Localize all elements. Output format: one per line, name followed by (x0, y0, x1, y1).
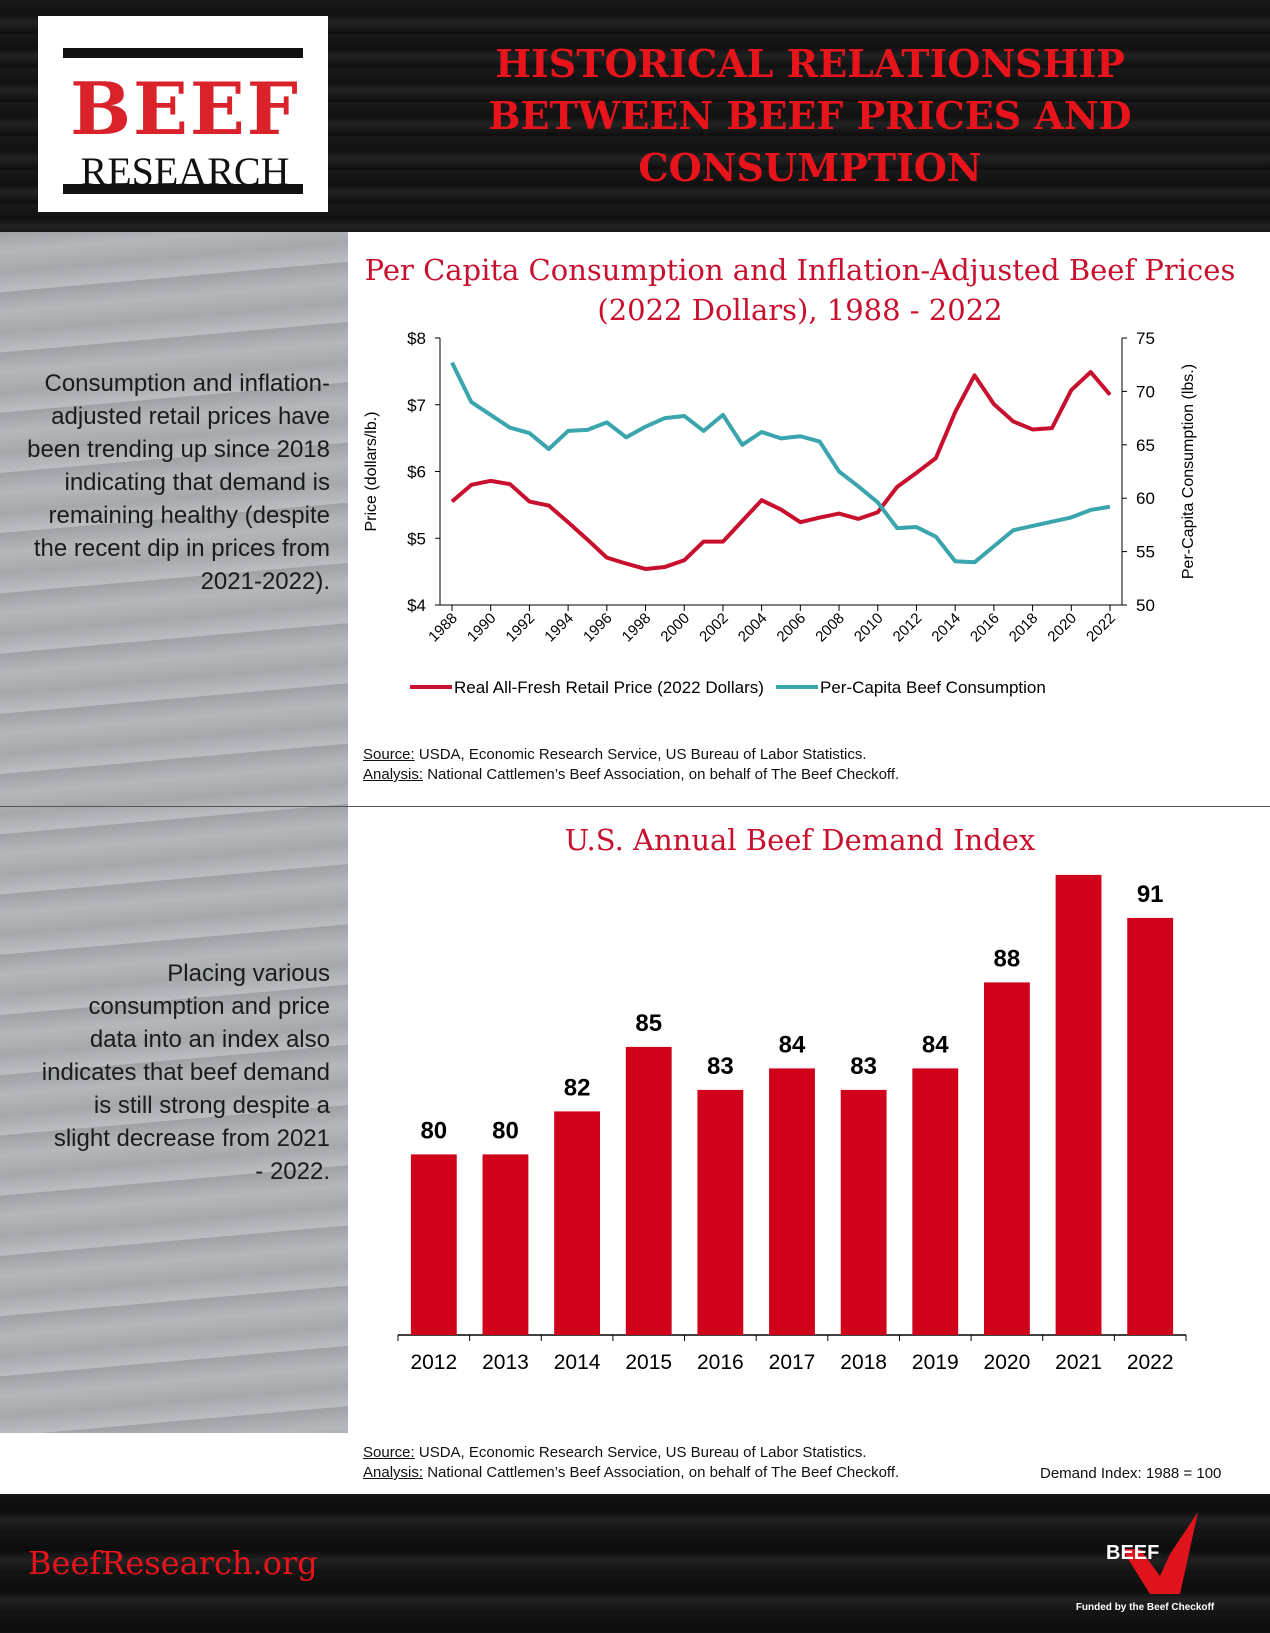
sidebar-text-index: Placing various consumption and price da… (41, 960, 330, 1185)
x-tick-label: 2020 (984, 1351, 1031, 1374)
bar-chart-title: U.S. Annual Beef Demand Index (564, 823, 1036, 857)
y-tick-label: $5 (407, 529, 426, 548)
x-tick-label: 2015 (625, 1351, 672, 1374)
y2-tick-label: 55 (1136, 543, 1155, 562)
bar-2016 (697, 1089, 744, 1335)
checkmark-icon: BEEF (1106, 1512, 1198, 1594)
x-tick-label: 1994 (541, 610, 577, 646)
y2-tick-label: 75 (1136, 330, 1155, 348)
bar-value-label: 91 (1137, 881, 1164, 908)
header: BEEF RESEARCH HISTORICAL RELATIONSHIP BE… (0, 0, 1270, 232)
beef-checkoff-logo: BEEF Funded by the Beef Checkoff (1070, 1504, 1220, 1624)
bar-2018 (840, 1089, 887, 1335)
bar-2014 (554, 1111, 601, 1335)
y-tick-label: $7 (407, 396, 426, 415)
x-tick-label: 2017 (769, 1351, 816, 1374)
footer: BeefResearch.org BEEF Funded by the Beef… (0, 1494, 1270, 1633)
series-line-price (450, 370, 1112, 571)
x-tick-label: 1988 (425, 610, 461, 646)
line-chart-title: Per Capita Consumption and Inflation-Adj… (364, 253, 1236, 327)
bar-value-label: 84 (922, 1031, 949, 1058)
x-tick-label: 1996 (580, 610, 616, 646)
x-tick-label: 2004 (735, 610, 771, 646)
y2-tick-label: 50 (1136, 596, 1155, 615)
bar-value-label: 83 (707, 1053, 734, 1080)
y2-tick-label: 60 (1136, 489, 1155, 508)
y-tick-label: $4 (407, 596, 426, 615)
y2-axis-label: Per-Capita Consumption (lbs.) (1180, 364, 1197, 579)
beef-research-logo: BEEF RESEARCH (38, 16, 328, 212)
x-tick-label: 2016 (697, 1351, 744, 1374)
y-tick-label: $6 (407, 463, 426, 482)
x-tick-label: 2018 (840, 1351, 887, 1374)
y-axis-label: Price (dollars/lb.) (363, 411, 380, 531)
x-tick-label: 2000 (657, 610, 693, 646)
bar-2013 (482, 1154, 529, 1335)
bar-2015 (625, 1046, 672, 1335)
x-tick-label: 1998 (619, 610, 655, 646)
bar-value-label: 80 (420, 1117, 447, 1144)
x-tick-label: 2014 (928, 610, 964, 646)
demand-index-note: Demand Index: 1988 = 100 (1040, 1465, 1222, 1482)
x-tick-label: 2020 (1045, 610, 1081, 646)
y-tick-label: $8 (407, 330, 426, 348)
bar-chart-source: Source: USDA, Economic Research Service,… (363, 1444, 900, 1481)
bar-value-label: 88 (994, 945, 1021, 972)
bar-2022 (1127, 917, 1174, 1335)
x-tick-label: 2008 (812, 610, 848, 646)
x-tick-label: 2021 (1055, 1351, 1102, 1374)
bar-2012 (410, 1154, 457, 1335)
bar-2021 (1055, 874, 1102, 1335)
bar-value-label: 85 (635, 1010, 662, 1037)
website-link[interactable]: BeefResearch.org (28, 1544, 318, 1582)
legend-label: Per-Capita Beef Consumption (820, 678, 1046, 697)
line-chart-source: Source: USDA, Economic Research Service,… (363, 746, 900, 783)
x-tick-label: 2018 (1006, 610, 1042, 646)
x-tick-label: 2022 (1083, 610, 1119, 646)
sidebar-text-prices: Consumption and inflation-adjusted retai… (27, 370, 330, 595)
bar-value-label: 82 (564, 1074, 591, 1101)
x-tick-label: 2013 (482, 1351, 529, 1374)
x-tick-label: 1990 (464, 610, 500, 646)
x-tick-label: 2019 (912, 1351, 959, 1374)
x-tick-label: 2002 (696, 610, 732, 646)
bar-value-label: 93 (1065, 860, 1092, 865)
x-tick-label: 1992 (503, 610, 539, 646)
bar-value-label: 83 (850, 1053, 877, 1080)
x-tick-label: 2014 (554, 1351, 601, 1374)
bar-2019 (912, 1068, 959, 1335)
bar-2020 (983, 982, 1030, 1335)
x-tick-label: 2012 (410, 1351, 457, 1374)
bar-value-label: 80 (492, 1117, 519, 1144)
x-tick-label: 2006 (774, 610, 810, 646)
bar-value-label: 84 (779, 1031, 806, 1058)
legend-label: Real All-Fresh Retail Price (2022 Dollar… (454, 678, 764, 697)
bar-chart: 80 2012 80 2013 82 2014 85 2015 83 2016 84 2017 83 20… (397, 860, 1187, 1374)
svg-text:BEEF: BEEF (1106, 1542, 1159, 1564)
y2-tick-label: 70 (1136, 382, 1155, 401)
x-tick-label: 2016 (967, 610, 1003, 646)
x-tick-label: 2022 (1127, 1351, 1174, 1374)
y2-tick-label: 65 (1136, 436, 1155, 455)
page-title: HISTORICAL RELATIONSHIP BETWEEN BEEF PRI… (488, 41, 1132, 190)
divider (0, 806, 1270, 807)
x-tick-label: 2012 (890, 610, 926, 646)
x-tick-label: 2010 (851, 610, 887, 646)
sidebar: Consumption and inflation-adjusted retai… (0, 232, 348, 1433)
bar-2017 (769, 1068, 815, 1335)
series-line-consumption (450, 361, 1111, 565)
